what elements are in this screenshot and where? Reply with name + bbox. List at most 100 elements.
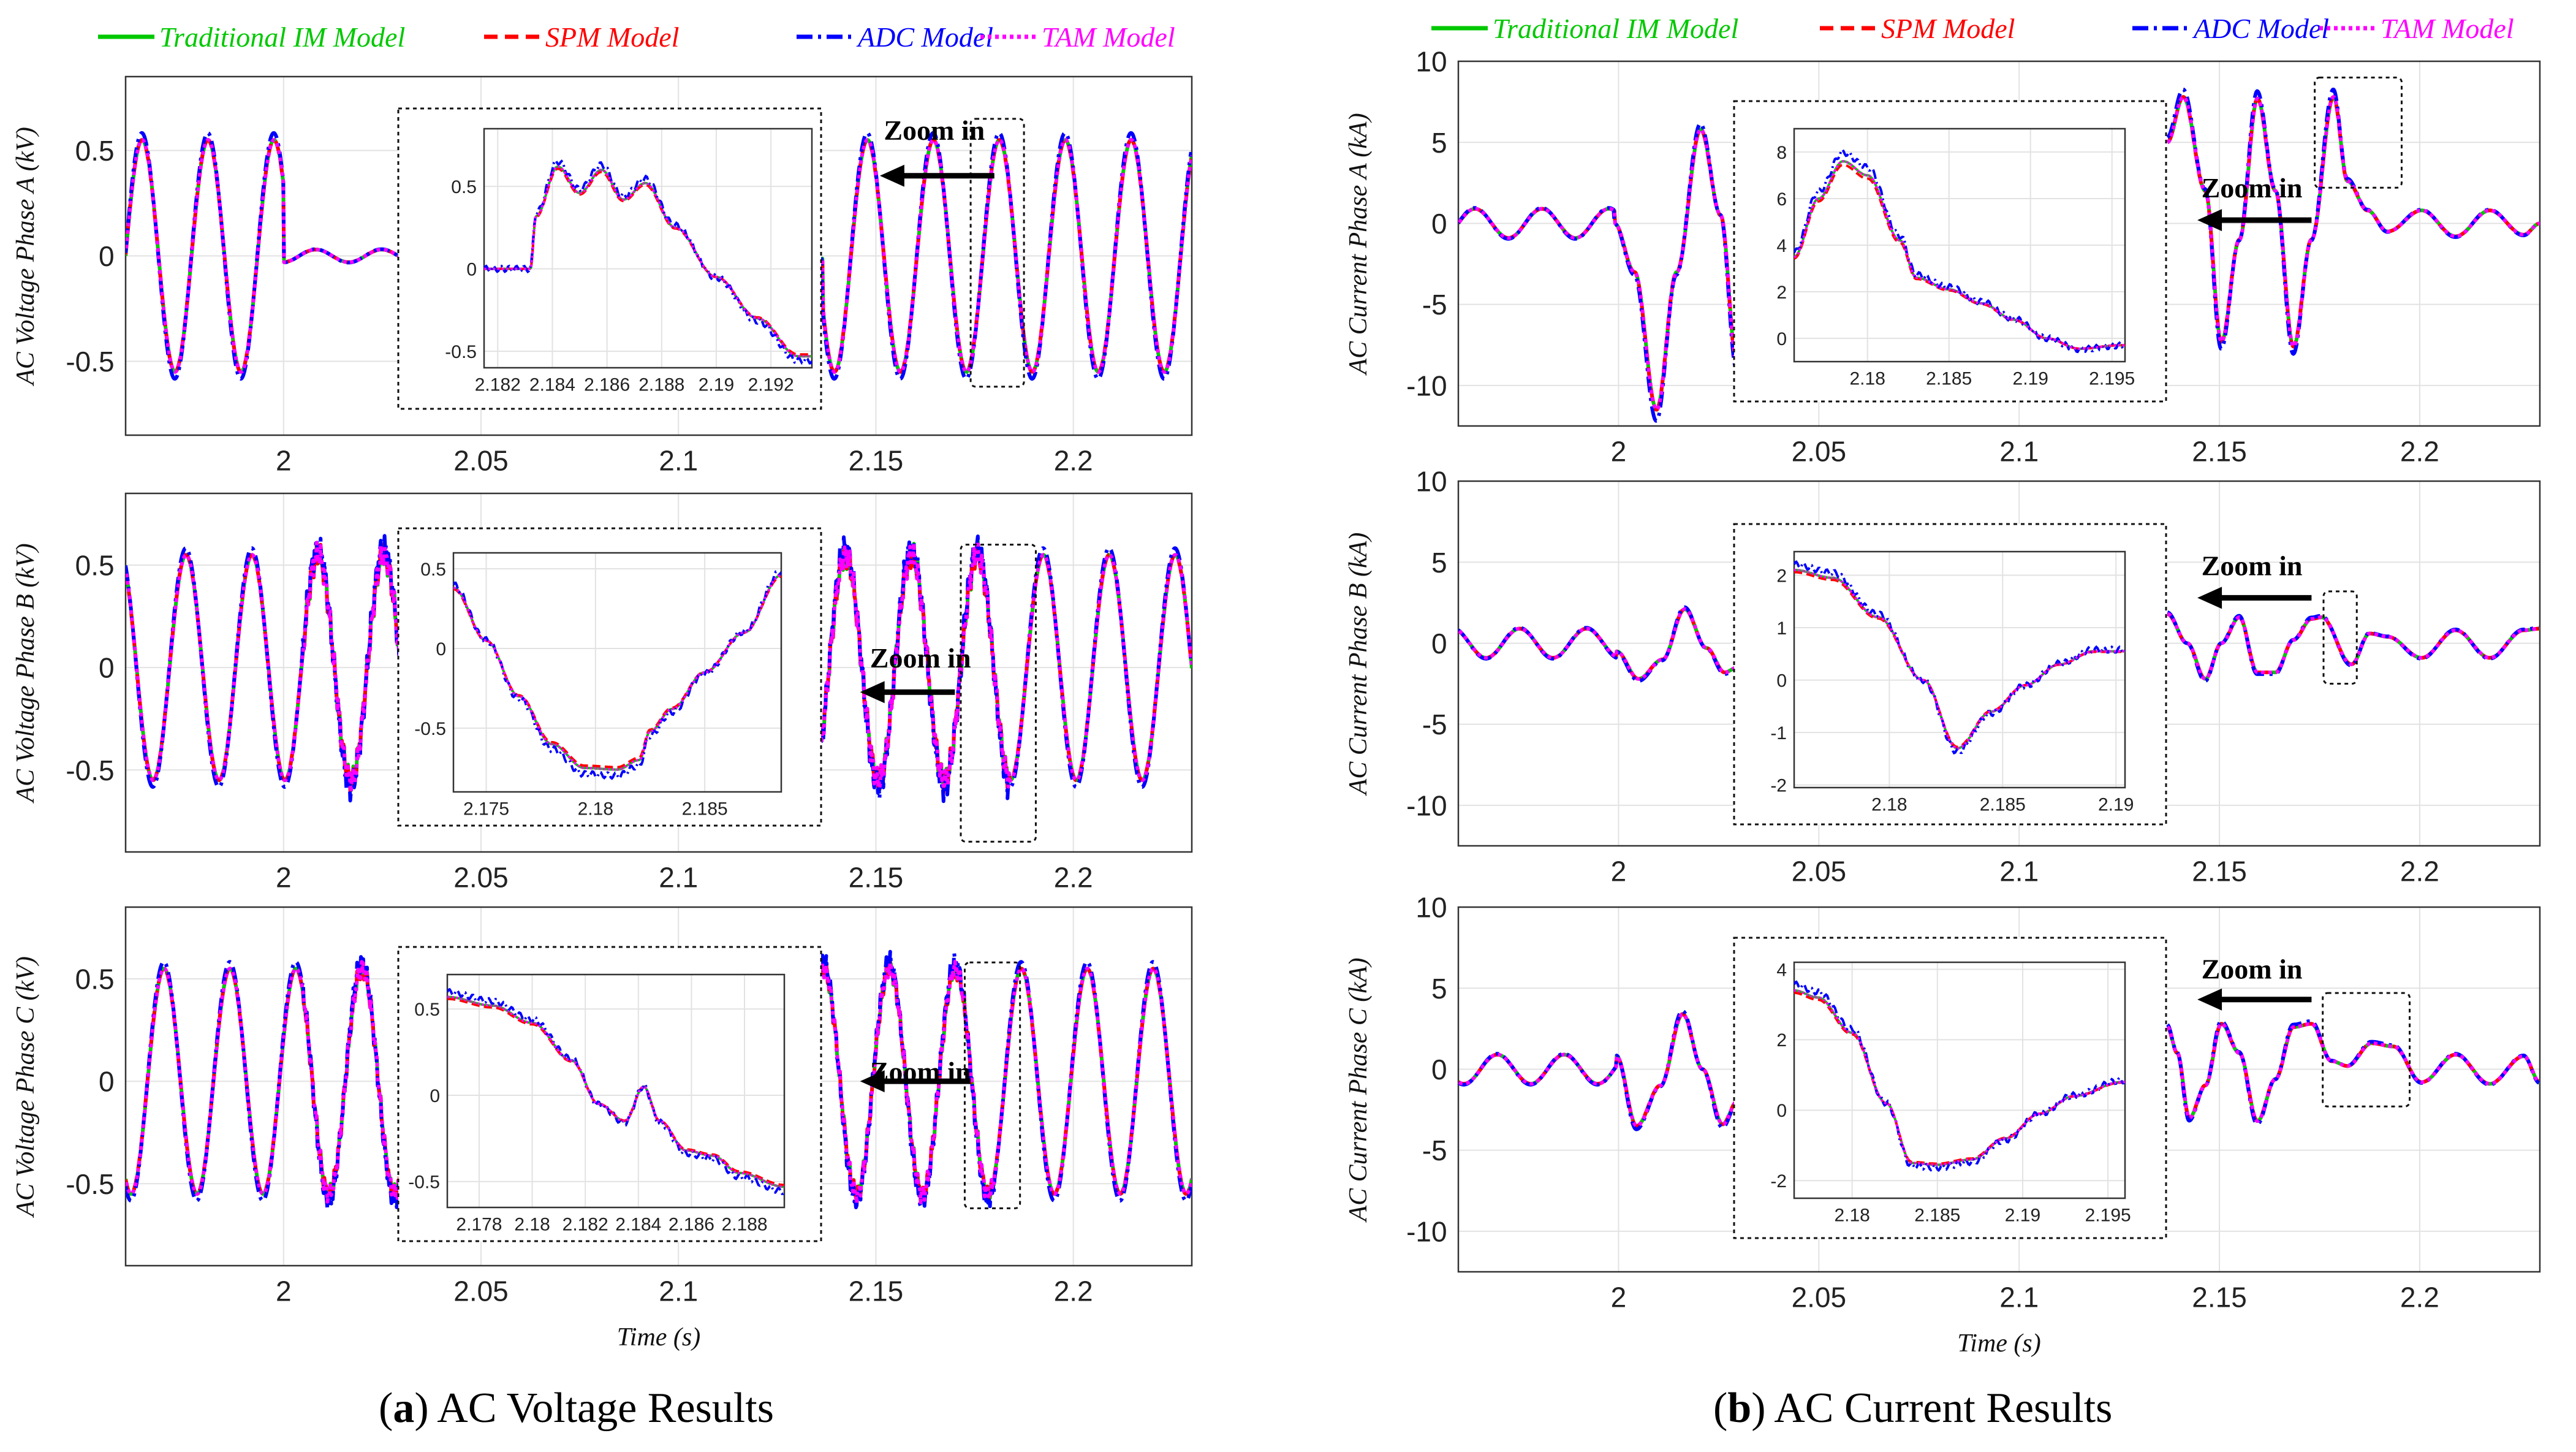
inset-xtick-label: 2.195 bbox=[2085, 1206, 2131, 1226]
inset-ytick-label: -0.5 bbox=[408, 1173, 440, 1193]
main-xtick-label: 2.15 bbox=[2192, 436, 2247, 468]
zoom-region bbox=[960, 544, 1037, 843]
zoom-region bbox=[969, 118, 1025, 388]
inset-xtick-label: 2.188 bbox=[638, 375, 684, 395]
inset-ytick-label: 4 bbox=[1776, 960, 1787, 980]
y-axis-label: AC Current Phase A (kA) bbox=[1344, 113, 1373, 376]
main-xtick-label: 2.2 bbox=[2400, 436, 2439, 468]
chart-vc: 2 2.05 2.1 2.15 2.2 -0.5 0 0.5 AC Voltage Phase … bbox=[12, 906, 1193, 1351]
inset-xtick-label: 2.192 bbox=[748, 375, 794, 395]
main-ytick-label: 0 bbox=[99, 1066, 115, 1098]
main-ytick-label: 0 bbox=[99, 652, 115, 684]
inset-xtick-label: 2.18 bbox=[1871, 795, 1907, 815]
inset-ytick-label: 2 bbox=[1776, 1030, 1787, 1051]
caption-a-letter: a bbox=[393, 1385, 415, 1432]
plots: 2 2.05 2.1 2.15 2.2-0.500.5AC Voltage Phase … bbox=[12, 46, 2541, 1358]
inset-ytick-label: -0.5 bbox=[445, 342, 477, 362]
main-xtick-label: 2.05 bbox=[1792, 1282, 1847, 1313]
inset-va: 2.182 2.184 2.186 2.188 2.19 2.192 -0.5 0 0.5 bbox=[445, 127, 813, 395]
inset-ytick-label: 0 bbox=[1776, 1101, 1787, 1121]
main-xtick-label: 2.1 bbox=[1999, 856, 2039, 888]
inset-ytick-label: 0 bbox=[436, 639, 446, 659]
series-group bbox=[126, 949, 1192, 1211]
chart-ic: 2 2.05 2.1 2.15 2.2 -10 -5 0 5 10 AC Current Phase… bbox=[1344, 892, 2541, 1358]
main-xtick-label: 2.15 bbox=[2192, 856, 2247, 888]
series-line-dotted bbox=[1458, 1012, 2540, 1128]
y-axis-label: AC Voltage Phase C (kV) bbox=[12, 956, 40, 1218]
legend-label: Traditional IM Model bbox=[159, 21, 405, 53]
series-group bbox=[126, 534, 1192, 804]
inset-xtick-label: 2.18 bbox=[578, 799, 613, 819]
main-xtick-label: 2.1 bbox=[1999, 436, 2039, 468]
y-axis-label: AC Current Phase B (kA) bbox=[1344, 533, 1373, 797]
main-ytick-label: -10 bbox=[1406, 789, 1447, 821]
main-xtick-label: 2.2 bbox=[1054, 1275, 1093, 1307]
inset-series-line-dashdot bbox=[1794, 980, 2125, 1173]
zoom-arrow-head bbox=[2197, 988, 2222, 1011]
inset-xtick-label: 2.186 bbox=[669, 1215, 714, 1235]
zoom-arrow-head bbox=[2197, 587, 2222, 609]
inset-series-group bbox=[453, 570, 781, 780]
inset-frame bbox=[397, 107, 822, 410]
zoom-region bbox=[2314, 76, 2403, 189]
inset-series-line-dashed bbox=[1794, 164, 2125, 350]
main-ytick-label: 10 bbox=[1415, 46, 1447, 78]
main-ytick-label: 5 bbox=[1431, 973, 1447, 1005]
chart-va: 2 2.05 2.1 2.15 2.2 -0.5 0 0.5 AC Voltage Phase … bbox=[12, 75, 1193, 477]
inset-ytick-label: 0 bbox=[1776, 329, 1787, 349]
legend-current: Traditional IM Model SPM Model ADC Model TA… bbox=[1431, 13, 2514, 44]
y-axis-label: AC Current Phase C (kA) bbox=[1344, 957, 1373, 1223]
main-ytick-label: -10 bbox=[1406, 1215, 1447, 1247]
inset-ytick-label: 2 bbox=[1776, 566, 1787, 586]
inset-xtick-label: 2.186 bbox=[584, 375, 630, 395]
inset-xtick-label: 2.184 bbox=[529, 375, 575, 395]
main-xtick-label: 2 bbox=[276, 445, 292, 477]
inset-xtick-label: 2.182 bbox=[563, 1215, 608, 1235]
inset-series-line-dotted bbox=[447, 995, 784, 1188]
zoom-arrow-head bbox=[879, 164, 904, 187]
inset-series-line-dashdot bbox=[484, 159, 812, 365]
zoom-arrow-head bbox=[860, 681, 885, 704]
main-ytick-label: -5 bbox=[1422, 289, 1447, 321]
zoom-region bbox=[2322, 590, 2358, 685]
inset-series-line-dotted bbox=[453, 574, 781, 771]
series-line-dotted bbox=[126, 138, 1192, 374]
main-xtick-label: 2.05 bbox=[1792, 856, 1847, 888]
inset-ytick-label: 4 bbox=[1776, 236, 1787, 256]
main-axes-box bbox=[124, 906, 1193, 1267]
main-xtick-label: 2.1 bbox=[659, 445, 698, 477]
inset-ytick-label: 0 bbox=[466, 259, 477, 279]
inset-xtick-label: 2.175 bbox=[463, 799, 509, 819]
main-ytick-label: 0.5 bbox=[75, 550, 115, 582]
inset-xtick-label: 2.19 bbox=[2098, 795, 2134, 815]
inset-ytick-label: 0 bbox=[430, 1086, 440, 1106]
inset-xtick-label: 2.18 bbox=[514, 1215, 550, 1235]
zoom-label: Zoom in bbox=[2202, 550, 2303, 581]
inset-ia: 2.18 2.185 2.19 2.195 0 2 4 6 8 bbox=[1776, 127, 2135, 389]
main-xtick-label: 2.15 bbox=[849, 445, 904, 477]
main-ytick-label: -10 bbox=[1406, 370, 1447, 401]
inset-xtick-label: 2.185 bbox=[1926, 369, 1972, 389]
y-axis-label: AC Voltage Phase A (kV) bbox=[12, 127, 40, 387]
inset-ytick-label: 6 bbox=[1776, 189, 1787, 210]
inset-ytick-label: 8 bbox=[1776, 143, 1787, 163]
series-group bbox=[1458, 605, 2540, 683]
inset-vc: 2.178 2.18 2.182 2.184 2.186 2.188 -0.5 0 0.5 bbox=[408, 973, 786, 1235]
inset-ic: 2.18 2.185 2.19 2.195 -2 0 2 4 bbox=[1770, 960, 2131, 1225]
inset-series-group bbox=[1794, 148, 2125, 354]
main-xtick-label: 2 bbox=[1611, 856, 1627, 888]
main-xtick-label: 2.2 bbox=[1054, 445, 1093, 477]
inset-xtick-label: 2.19 bbox=[2013, 369, 2048, 389]
main-ytick-label: 0.5 bbox=[75, 135, 115, 167]
legend-label: TAM Model bbox=[1042, 21, 1175, 53]
inset-xtick-label: 2.185 bbox=[1914, 1206, 1960, 1226]
inset-frame bbox=[397, 946, 822, 1242]
zoom-label: Zoom in bbox=[2202, 172, 2303, 203]
main-ytick-label: 10 bbox=[1415, 892, 1447, 924]
inset-ytick-label: 0 bbox=[1776, 671, 1787, 691]
main-ytick-label: 0 bbox=[1431, 208, 1447, 240]
main-axes-box bbox=[1457, 60, 2541, 427]
main-xtick-label: 2.15 bbox=[849, 1275, 904, 1307]
inset-axes-box bbox=[483, 127, 813, 369]
main-ytick-label: 5 bbox=[1431, 547, 1447, 579]
